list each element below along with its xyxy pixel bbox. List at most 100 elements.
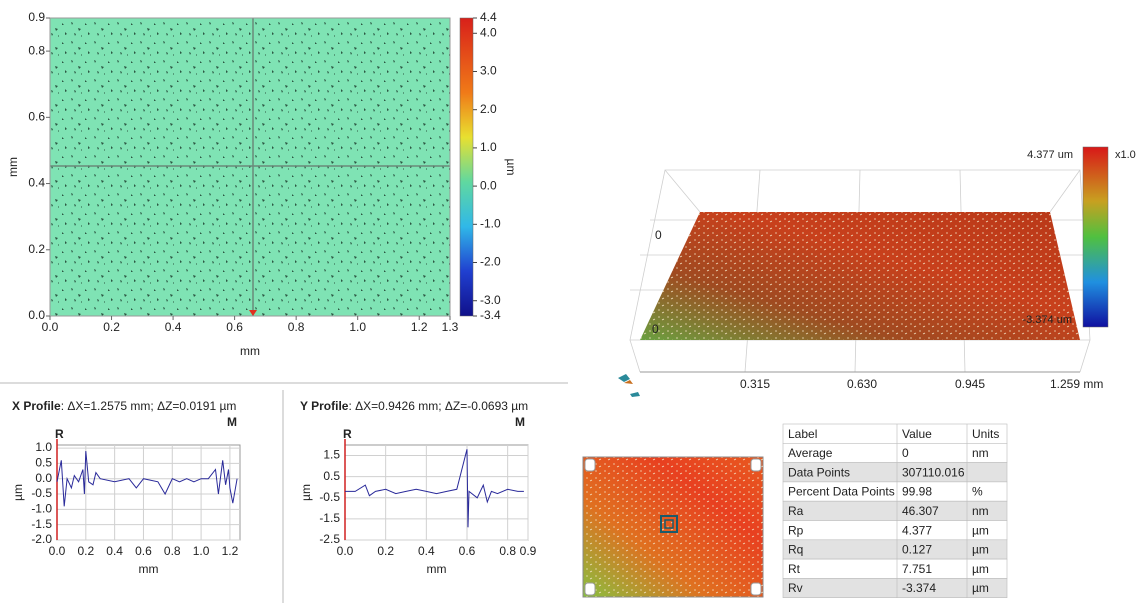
y-axis-label: µm: [11, 484, 25, 501]
x-tick-label: 0.2: [377, 544, 394, 558]
table-cell: µm: [972, 543, 989, 557]
title-bold: Y Profile: [300, 399, 349, 413]
x-tick-label: 1.2: [411, 320, 428, 334]
y-tick-label: 0.5: [323, 469, 340, 483]
y-tick-label: 0.8: [28, 43, 45, 57]
colorbar-tick-label: 2.0: [480, 102, 497, 116]
x-axis-label: mm: [240, 344, 260, 358]
colorbar: [459, 17, 474, 317]
table-cell: Rq: [788, 543, 803, 557]
table-header: Units: [972, 427, 999, 441]
z-label: 0: [652, 322, 659, 336]
profile-title: Y Profile: ΔX=0.9426 mm; ΔZ=-0.0693 µm: [300, 399, 528, 413]
x-tick-label: 0.8: [499, 544, 516, 558]
table-cell: 7.751: [902, 562, 932, 576]
plot-area: [56, 444, 241, 541]
profile-line: [56, 451, 238, 507]
table-row: [782, 578, 1008, 599]
z-label: 0: [655, 228, 662, 242]
y-axis-label: mm: [6, 157, 20, 177]
height-map: [50, 18, 450, 316]
title-bold: X Profile: [12, 399, 61, 413]
x-tick-label: 1.0: [349, 320, 366, 334]
x-tick-label: 0.4: [165, 320, 182, 334]
x-tick-label: 0.8: [164, 544, 181, 558]
table-cell: Rt: [788, 562, 801, 576]
table-cell: µm: [972, 562, 989, 576]
table-cell: %: [972, 485, 983, 499]
table-cell: -3.374: [902, 581, 936, 595]
axis-label: 0.945: [955, 377, 985, 391]
y-axis-label: µm: [299, 484, 313, 501]
x-tick-label: 0.6: [226, 320, 243, 334]
colorbar-label: µm: [504, 159, 518, 176]
view-3d: 4.377 um x1.0 -3.374 um 0 0 0.315 0.630 …: [618, 146, 1136, 397]
y-tick-label: 1.0: [35, 440, 52, 454]
axis-label: 0.315: [740, 377, 770, 391]
x-tick-label: 0.9: [520, 544, 537, 558]
profile-title: X Profile: ΔX=1.2575 mm; ΔZ=0.0191 µm: [12, 399, 236, 413]
y-tick-label: 0.6: [28, 110, 45, 124]
colorbar-tick-label: 1.0: [480, 140, 497, 154]
colorbar-tick-label: -3.0: [480, 293, 501, 307]
marker-label: R: [55, 427, 64, 441]
y-tick-label: 0.4: [28, 176, 45, 190]
profile-line: [345, 449, 524, 528]
table-cell: nm: [972, 504, 989, 518]
y-tick-label: -2.0: [31, 532, 52, 546]
max-label: 4.377 um: [1027, 149, 1073, 161]
y-tick-label: 0.9: [28, 10, 45, 24]
y-tick-label: -0.5: [31, 486, 52, 500]
colorbar-tick-label: 4.4: [480, 10, 497, 24]
x-axis-label: mm: [139, 562, 159, 576]
table-cell: 99.98: [902, 485, 932, 499]
table-cell: nm: [972, 446, 989, 460]
y-tick-label: -1.0: [31, 502, 52, 516]
marker-label: M: [515, 415, 525, 429]
x-tick-label: 0.6: [459, 544, 476, 558]
title-detail: : ΔX=1.2575 mm; ΔZ=0.0191 µm: [61, 399, 237, 413]
x-tick-label: 0.0: [49, 544, 66, 558]
min-label: -3.374 um: [1022, 314, 1072, 326]
table-cell: Average: [788, 446, 833, 460]
x-axis-label: mm: [427, 562, 447, 576]
marker-label: M: [227, 415, 237, 429]
y-tick-label: -0.5: [319, 490, 340, 504]
y-tick-label: -1.5: [31, 517, 52, 531]
x-tick-label: 0.4: [106, 544, 123, 558]
colorbar-tick-label: 4.0: [480, 25, 497, 39]
y-tick-label: 0.5: [35, 456, 52, 470]
x-tick-label: 0.0: [42, 320, 59, 334]
y-tick-label: 1.5: [323, 448, 340, 462]
colorbar-tick-label: 3.0: [480, 64, 497, 78]
table-cell: µm: [972, 581, 989, 595]
title-detail: : ΔX=0.9426 mm; ΔZ=-0.0693 µm: [348, 399, 528, 413]
x-tick-label: 0.8: [288, 320, 305, 334]
table-cell: Data Points: [788, 465, 850, 479]
x-tick-label: 0.2: [77, 544, 94, 558]
crosshair-handle: [249, 310, 257, 316]
x-tick-label: 1.0: [193, 544, 210, 558]
y-tick-label: 0.2: [28, 242, 45, 256]
axis-label: 1.259 mm: [1050, 377, 1103, 391]
colorbar-tick-label: -2.0: [480, 255, 501, 269]
table-cell: 307110.016: [902, 465, 965, 479]
frame: [49, 17, 451, 317]
table-header: Label: [788, 427, 817, 441]
table-cell: Ra: [788, 504, 804, 518]
x-tick-label: 0.6: [135, 544, 152, 558]
y-tick-label: 0.0: [28, 308, 45, 322]
table-cell: Rv: [788, 581, 803, 595]
table-cell: Percent Data Points: [788, 485, 895, 499]
marker-label: R: [343, 427, 352, 441]
table-cell: 0: [902, 446, 909, 460]
x-tick-label: 1.2: [222, 544, 239, 558]
y-tick-label: -2.5: [319, 532, 340, 546]
colorbar-tick-label: 0.0: [480, 178, 497, 192]
table-cell: 4.377: [902, 523, 932, 537]
table-cell: 46.307: [902, 504, 939, 518]
table-cell: Rp: [788, 523, 804, 537]
thumbnail: [582, 456, 764, 598]
x-tick-label: 0.2: [103, 320, 120, 334]
